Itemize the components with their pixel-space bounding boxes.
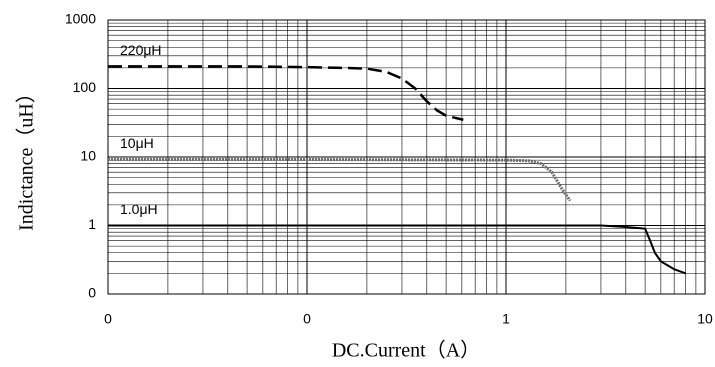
x-tick-label: 1 — [502, 311, 510, 327]
x-tick-label: 0 — [104, 311, 112, 327]
y-tick-label: 100 — [73, 79, 97, 95]
x-axis-label: DC.Current（A） — [332, 339, 480, 362]
y-tick-label: 1 — [88, 216, 96, 232]
x-tick-label: 0 — [303, 311, 311, 327]
x-tick-label: 10 — [697, 311, 713, 327]
plot-frame — [107, 19, 706, 295]
series-label: 10μH — [120, 135, 154, 151]
series-label: 1.0μH — [120, 201, 158, 217]
y-tick-label: 0 — [88, 285, 96, 301]
y-axis-label: Indictance（uH） — [15, 83, 38, 231]
series-line — [108, 65, 464, 121]
series-line — [108, 157, 572, 202]
series-label: 220μH — [120, 42, 162, 58]
y-tick-label: 1000 — [65, 11, 96, 27]
series-line — [108, 224, 687, 275]
y-tick-label: 10 — [80, 148, 96, 164]
